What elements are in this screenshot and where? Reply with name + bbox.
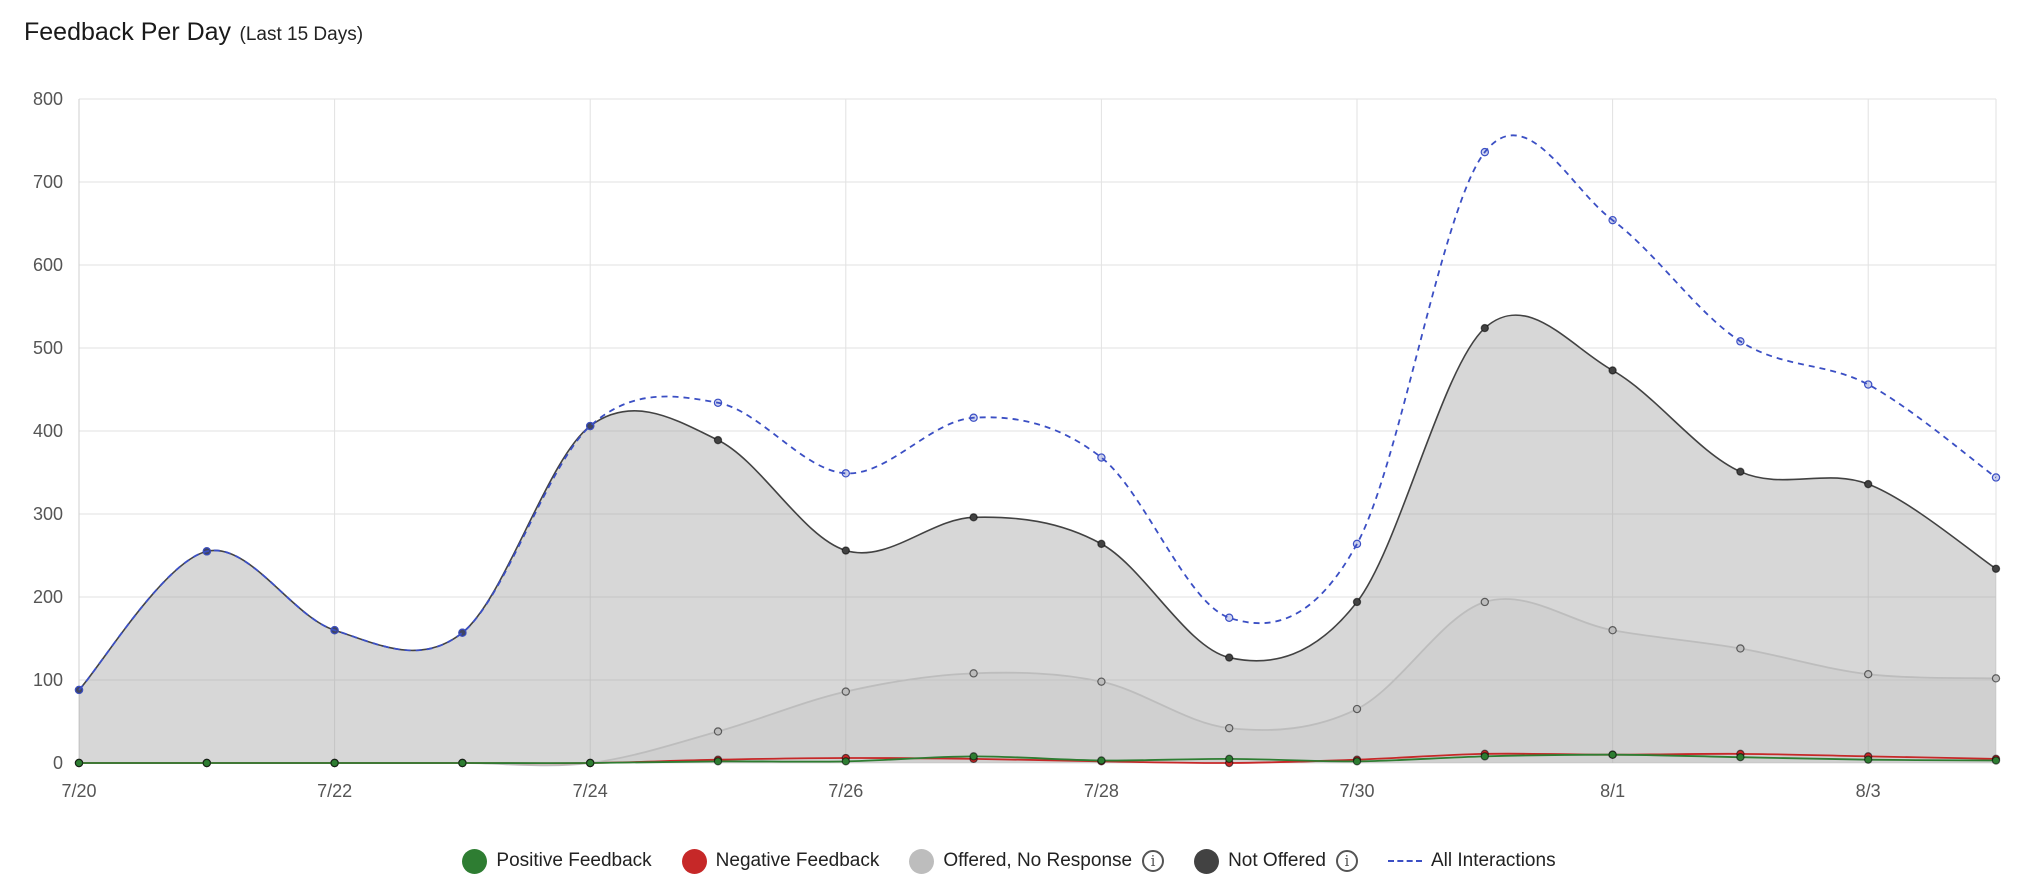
point-positive-feedback (969, 752, 978, 761)
legend-swatch (462, 848, 488, 874)
legend-swatch (909, 848, 935, 874)
point-not-offered (713, 435, 723, 445)
x-tick-label: 7/24 (573, 781, 608, 801)
point-not-offered (1097, 539, 1106, 549)
point-offered-no-response (1480, 597, 1490, 607)
y-tick-label: 700 (33, 172, 63, 192)
point-positive-feedback (202, 758, 211, 768)
info-icon[interactable]: i (1335, 850, 1358, 872)
point-all-interactions (586, 421, 595, 431)
point-all-interactions (458, 628, 467, 637)
x-tick-label: 7/26 (828, 781, 863, 801)
point-all-interactions (1097, 453, 1106, 462)
y-tick-label: 600 (33, 255, 63, 275)
point-offered-no-response (1736, 644, 1745, 653)
point-positive-feedback (1097, 756, 1106, 765)
point-positive-feedback (74, 758, 84, 768)
point-offered-no-response (1608, 626, 1617, 635)
point-positive-feedback (586, 758, 595, 768)
point-all-interactions (330, 626, 339, 635)
point-positive-feedback (713, 757, 723, 766)
legend-swatch (1194, 848, 1220, 874)
point-not-offered (1991, 564, 2001, 573)
x-tick-label: 7/20 (61, 781, 96, 801)
point-all-interactions (74, 685, 84, 695)
y-tick-label: 800 (33, 89, 63, 109)
point-all-interactions (1863, 380, 1873, 389)
point-offered-no-response (1863, 669, 1873, 679)
y-tick-label: 100 (33, 670, 63, 690)
x-tick-label: 8/1 (1600, 781, 1625, 801)
point-all-interactions (1352, 539, 1362, 549)
legend-label: Not Offered (1228, 850, 1326, 871)
point-not-offered (1224, 653, 1234, 662)
legend-label: Offered, No Response (943, 850, 1133, 871)
point-positive-feedback (1480, 752, 1490, 761)
line-positive-feedback (79, 753, 1997, 765)
point-offered-no-response (713, 727, 723, 736)
legend-item-all-interactions[interactable]: All Interactions (1387, 850, 1556, 872)
point-not-offered (1352, 597, 1362, 607)
point-positive-feedback (1991, 756, 2001, 765)
point-positive-feedback (841, 757, 851, 766)
point-all-interactions (1736, 337, 1745, 346)
point-offered-no-response (1097, 677, 1106, 686)
chart-title: Feedback Per Day (24, 18, 232, 46)
point-not-offered (1480, 323, 1490, 333)
legend-item-negative-feedback[interactable]: Negative Feedback (681, 848, 880, 874)
x-tick-label: 8/3 (1856, 781, 1881, 801)
chart-subtitle: (Last 15 Days) (239, 24, 364, 45)
point-positive-feedback (1736, 752, 1745, 762)
legend-item-offered-no-response[interactable]: Offered, No Response i (909, 848, 1165, 874)
point-not-offered (841, 546, 851, 555)
point-not-offered (1863, 479, 1873, 489)
point-positive-feedback (458, 758, 467, 768)
point-not-offered (969, 513, 978, 522)
x-tick-label: 7/22 (317, 781, 352, 801)
info-icon[interactable]: i (1142, 850, 1165, 872)
legend-swatch (681, 848, 707, 874)
point-all-interactions (202, 547, 211, 556)
area-offered-no-response (79, 598, 1996, 766)
point-offered-no-response (1352, 704, 1362, 714)
point-all-interactions (713, 398, 723, 407)
y-tick-label: 400 (33, 421, 63, 441)
legend-item-not-offered[interactable]: Not Offered i (1194, 848, 1358, 874)
point-positive-feedback (1224, 754, 1234, 764)
point-positive-feedback (330, 758, 339, 768)
legend-label: Positive Feedback (496, 850, 652, 871)
point-positive-feedback (1352, 757, 1362, 766)
point-positive-feedback (1863, 755, 1873, 764)
point-offered-no-response (1991, 674, 2001, 683)
point-positive-feedback (1608, 750, 1617, 759)
chart-legend: Positive Feedback Negative Feedback Offe… (0, 842, 2018, 880)
point-offered-no-response (841, 687, 851, 696)
point-all-interactions (1991, 473, 2001, 482)
legend-item-positive-feedback[interactable]: Positive Feedback (462, 848, 652, 874)
point-all-interactions (969, 413, 978, 422)
area-not-offered (79, 315, 1996, 763)
x-tick-label: 7/30 (1339, 781, 1374, 801)
x-tick-label: 7/28 (1084, 781, 1119, 801)
feedback-chart: 0 100 200 300 400 500 600 700 800 7/20 7/22 7/24 7/2… (33, 89, 2001, 801)
point-all-interactions (841, 469, 851, 478)
chart-title-block: Feedback Per Day (Last 15 Days) (24, 18, 363, 47)
point-not-offered (1736, 467, 1745, 476)
point-not-offered (1608, 366, 1617, 375)
y-tick-label: 0 (53, 753, 63, 773)
point-offered-no-response (969, 669, 978, 678)
point-all-interactions (1224, 613, 1234, 622)
y-tick-label: 200 (33, 587, 63, 607)
legend-label: All Interactions (1430, 850, 1556, 871)
point-all-interactions (1608, 215, 1617, 225)
legend-swatch-dashed (1387, 860, 1422, 862)
y-tick-label: 500 (33, 338, 63, 358)
y-tick-label: 300 (33, 504, 63, 524)
legend-label: Negative Feedback (715, 850, 880, 871)
line-all-interactions (78, 134, 1997, 691)
point-offered-no-response (1224, 723, 1234, 733)
point-all-interactions (1480, 147, 1490, 157)
